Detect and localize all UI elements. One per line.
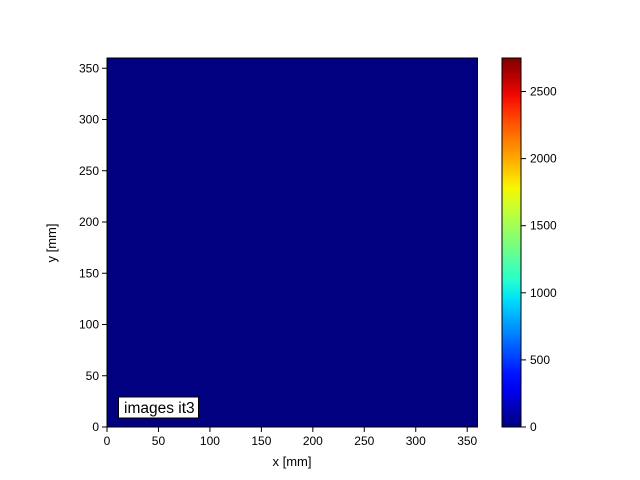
- svg-text:200: 200: [79, 215, 99, 229]
- svg-text:350: 350: [457, 434, 477, 448]
- svg-text:300: 300: [79, 113, 99, 127]
- svg-text:300: 300: [406, 434, 426, 448]
- svg-text:50: 50: [86, 369, 100, 383]
- svg-text:1000: 1000: [530, 286, 557, 300]
- svg-text:0: 0: [92, 420, 99, 434]
- svg-text:250: 250: [79, 164, 99, 178]
- svg-text:200: 200: [303, 434, 323, 448]
- svg-text:2000: 2000: [530, 152, 557, 166]
- svg-text:350: 350: [79, 61, 99, 75]
- svg-text:100: 100: [79, 318, 99, 332]
- svg-text:500: 500: [530, 353, 550, 367]
- svg-text:100: 100: [200, 434, 220, 448]
- svg-text:250: 250: [354, 434, 374, 448]
- svg-text:2500: 2500: [530, 85, 557, 99]
- svg-text:150: 150: [79, 266, 99, 280]
- svg-text:x [mm]: x [mm]: [273, 454, 312, 469]
- svg-text:0: 0: [530, 420, 537, 434]
- svg-text:1500: 1500: [530, 219, 557, 233]
- svg-text:50: 50: [152, 434, 166, 448]
- svg-text:150: 150: [251, 434, 271, 448]
- svg-text:images it3: images it3: [124, 400, 195, 417]
- svg-text:0: 0: [104, 434, 111, 448]
